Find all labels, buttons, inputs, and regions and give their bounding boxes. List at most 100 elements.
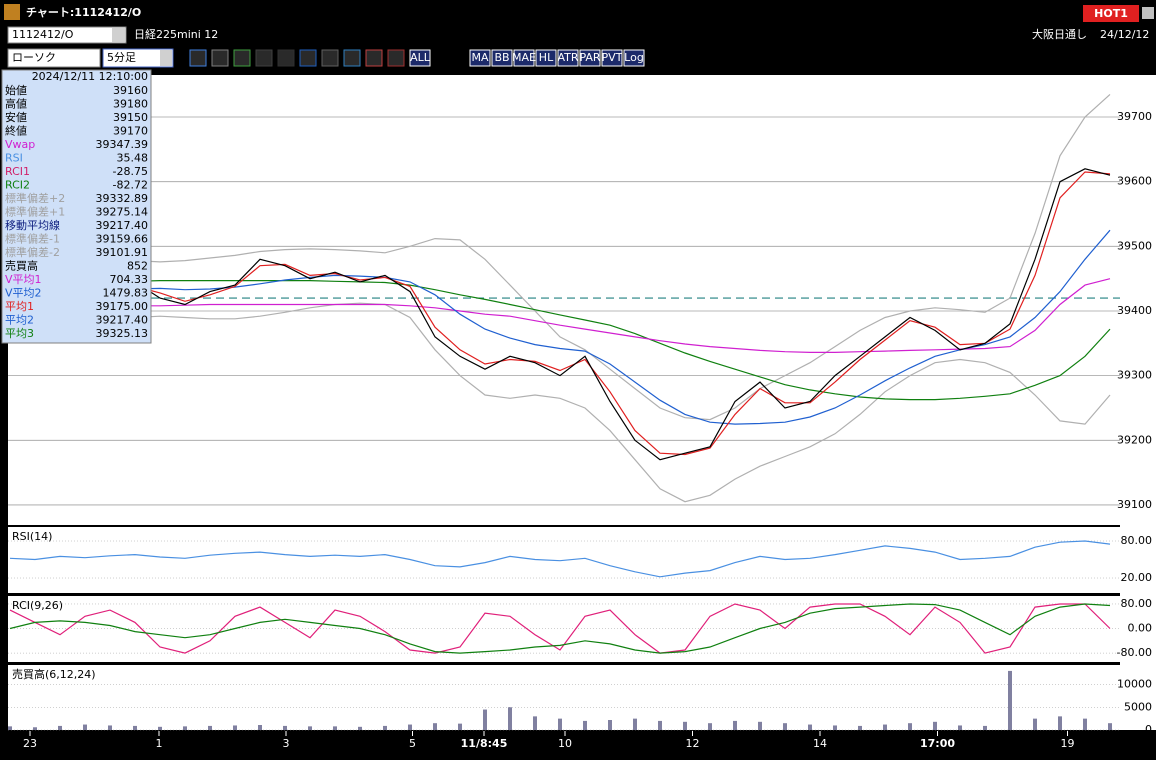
volume-panel [8, 665, 1120, 730]
tool-button[interactable] [211, 49, 229, 67]
x-tick-label: 11/8:45 [461, 737, 508, 750]
tool-button[interactable] [535, 49, 557, 67]
interval[interactable]: 5分足 [107, 51, 136, 64]
info-label: 標準偏差+1 [5, 205, 65, 219]
volume-bar [608, 720, 612, 730]
hot-button[interactable] [1083, 5, 1139, 22]
volume-bar [633, 718, 637, 730]
info-label: 売買高 [5, 259, 38, 273]
symbol-input[interactable] [7, 26, 127, 44]
chart-style[interactable]: ローソク [12, 51, 56, 64]
info-label: 平均2 [5, 314, 34, 327]
tool-button[interactable] [513, 49, 535, 67]
interval-select[interactable] [102, 48, 174, 68]
volume-bar [858, 725, 862, 730]
info-label: 始値 [5, 83, 27, 97]
volume-bar [958, 725, 962, 730]
volume-bar [358, 726, 362, 730]
rci-panel [8, 596, 1120, 662]
info-value: 39217.40 [96, 219, 149, 232]
tool-button[interactable] [189, 49, 207, 67]
info-value: 39159.66 [96, 233, 149, 246]
tool-button[interactable] [233, 49, 251, 67]
y-tick-label: 5000 [1124, 700, 1152, 713]
tool-label[interactable]: MA [471, 51, 488, 64]
volume-bar [233, 725, 237, 730]
tool-button[interactable] [387, 49, 405, 67]
tool-button[interactable] [255, 49, 273, 67]
info-label: RCI2 [5, 179, 30, 192]
instrument-name: 日経225mini 12 [134, 28, 218, 41]
style-select[interactable] [7, 48, 101, 68]
volume-bar [108, 725, 112, 730]
info-value: 39275.14 [96, 206, 149, 219]
volume-bar [508, 707, 512, 730]
volume-bar [258, 725, 262, 730]
info-label: 標準偏差-1 [5, 232, 60, 246]
volume-bar [758, 721, 762, 730]
info-value: 704.33 [110, 273, 149, 286]
tool-button[interactable] [277, 49, 295, 67]
dropdown-arrow[interactable] [160, 50, 172, 66]
symbol[interactable]: 1112412/O [12, 28, 74, 41]
tool-label[interactable]: ATR [557, 51, 578, 64]
tool-button[interactable] [491, 49, 513, 67]
hot-label[interactable]: HOT1 [1094, 7, 1128, 20]
series-line [9, 603, 1111, 654]
x-tick-label: 12 [686, 737, 700, 750]
x-tick-label: 19 [1061, 737, 1075, 750]
volume-bar [983, 725, 987, 730]
tool-label[interactable]: PAR [579, 51, 600, 64]
tool-button[interactable] [557, 49, 579, 67]
tool-label[interactable]: BB [494, 51, 509, 64]
x-tick-label: 5 [409, 737, 416, 750]
info-value: 39175.00 [96, 300, 149, 313]
dropdown-arrow[interactable] [112, 28, 125, 42]
volume-bar [1058, 716, 1062, 730]
volume-bar [308, 726, 312, 730]
volume-bar [433, 723, 437, 730]
tool-label[interactable]: Log [624, 51, 644, 64]
volume-bar [33, 727, 37, 730]
tool-button[interactable] [601, 49, 623, 67]
tool-label[interactable]: MAE [512, 51, 536, 64]
x-tick-label: 3 [283, 737, 290, 750]
volume-bar [883, 724, 887, 730]
info-value: 39170 [113, 125, 148, 138]
series-line [9, 280, 1111, 401]
volume-bar [8, 726, 12, 730]
info-label: Vwap [5, 138, 35, 151]
y-tick-label: 39400 [1117, 304, 1152, 317]
x-tick-label: 14 [813, 737, 827, 750]
volume-bar [833, 725, 837, 730]
tool-button[interactable] [321, 49, 339, 67]
x-tick-label: 17:00 [920, 737, 955, 750]
y-tick-label: 39700 [1117, 110, 1152, 123]
volume-bar [808, 724, 812, 730]
info-label: 標準偏差-2 [5, 245, 60, 259]
tool-label[interactable]: PVT [602, 51, 623, 64]
info-value: 39150 [113, 111, 148, 124]
tool-button[interactable] [579, 49, 601, 67]
tool-button[interactable] [365, 49, 383, 67]
tool-button[interactable] [299, 49, 317, 67]
app-icon [4, 4, 20, 20]
tool-button[interactable] [623, 49, 645, 67]
tool-label[interactable]: HL [539, 51, 554, 64]
tool-button[interactable] [343, 49, 361, 67]
info-value: 39101.91 [96, 246, 149, 259]
tool-label[interactable]: ALL [410, 51, 431, 64]
tool-button[interactable] [469, 49, 491, 67]
y-tick-label: 39500 [1117, 239, 1152, 252]
toolbar: ALL MA BB MAE HL ATR PAR PVT Log [189, 49, 645, 67]
info-label: 移動平均線 [5, 218, 60, 232]
tool-button[interactable] [409, 49, 431, 67]
volume-bar [1108, 723, 1112, 730]
volume-bar [458, 723, 462, 730]
volume-bar [333, 726, 337, 730]
close-button[interactable] [1142, 7, 1154, 19]
volume-bar [483, 709, 487, 730]
volume-bar [583, 720, 587, 730]
volume-bar [1083, 718, 1087, 730]
info-value: 39347.39 [96, 138, 149, 151]
